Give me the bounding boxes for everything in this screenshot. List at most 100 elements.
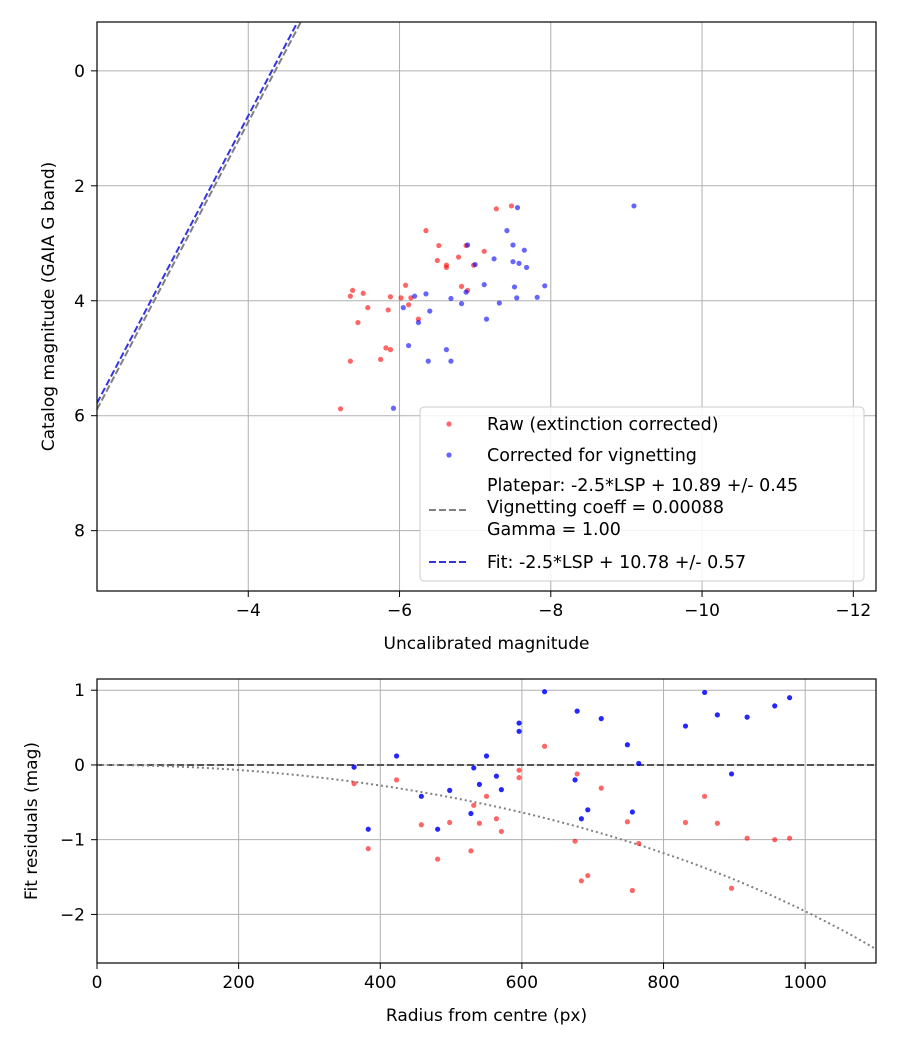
top-platepar-line	[97, 22, 303, 410]
corrected-residual-point	[744, 714, 750, 720]
raw-point	[493, 206, 499, 212]
corrected-point	[631, 203, 637, 209]
raw-point	[443, 262, 450, 268]
top-x-tick-label: −10	[684, 601, 720, 621]
raw-residual-point	[682, 819, 689, 826]
corrected-point	[504, 228, 510, 234]
bottom-x-tick-label: 400	[364, 973, 396, 993]
corrected-residual-point	[468, 810, 474, 817]
raw-residual-point	[516, 775, 522, 781]
raw-point	[423, 228, 429, 234]
corrected-residual-point	[498, 787, 504, 793]
raw-point	[434, 257, 440, 264]
top-x-tick-label: −4	[236, 601, 261, 621]
bottom-x-tick-label: 200	[222, 973, 254, 993]
raw-residual-point	[636, 840, 642, 847]
bottom-x-tick-label: 800	[647, 973, 679, 993]
corrected-point	[523, 264, 530, 271]
top-y-tick-label: 6	[74, 407, 85, 427]
top-scatter-points	[337, 203, 637, 412]
legend-raw-label: Raw (extinction corrected)	[487, 415, 719, 435]
corrected-residual-point	[493, 773, 500, 779]
raw-residual-point	[541, 743, 548, 749]
raw-residual-point	[468, 848, 474, 854]
raw-residual-point	[572, 838, 578, 844]
raw-point	[385, 307, 391, 313]
raw-residual-point	[714, 820, 720, 826]
corrected-residual-point	[682, 723, 689, 729]
raw-point	[387, 294, 394, 300]
corrected-point	[448, 295, 454, 302]
raw-point	[378, 356, 384, 362]
raw-residual-point	[578, 878, 584, 884]
raw-residual-point	[471, 802, 477, 808]
corrected-point	[443, 347, 450, 353]
raw-point	[387, 347, 394, 353]
corrected-residual-point	[636, 760, 642, 767]
corrected-residual-point	[728, 771, 735, 777]
corrected-residual-point	[572, 777, 578, 783]
top-x-axis-label: Uncalibrated magnitude	[384, 634, 590, 654]
raw-residual-point	[624, 819, 631, 825]
corrected-residual-point	[435, 826, 441, 832]
corrected-residual-point	[541, 689, 548, 695]
corrected-point	[427, 308, 433, 314]
bottom-y-tick-label: 0	[74, 756, 85, 776]
corrected-point	[448, 358, 454, 364]
corrected-point	[511, 284, 518, 290]
top-fit-lines	[97, 22, 303, 410]
corrected-point	[514, 295, 520, 301]
bottom-reference-lines	[97, 763, 876, 950]
bottom-y-tick-label: 1	[74, 681, 85, 701]
corrected-point	[400, 305, 406, 311]
corrected-point	[463, 289, 469, 295]
corrected-residual-point	[483, 753, 490, 759]
raw-residual-point	[787, 835, 793, 841]
corrected-point	[390, 405, 397, 411]
top-panel: −4 −6 −8 −10 −12 0 2 4 6 8 Uncalibrated magnitude…	[39, 21, 877, 654]
raw-point	[355, 319, 361, 326]
raw-residual-point	[393, 777, 400, 783]
top-y-tick-label: 2	[74, 177, 85, 197]
corrected-residual-point	[393, 753, 400, 759]
legend: Raw (extinction corrected) Corrected for…	[419, 406, 865, 582]
legend-box	[419, 406, 865, 582]
raw-point	[383, 345, 389, 351]
raw-point	[347, 358, 353, 364]
corrected-residual-point	[471, 765, 477, 771]
raw-point	[402, 282, 409, 288]
raw-point	[365, 305, 371, 311]
bottom-y-axis-label: Fit residuals (mag)	[22, 742, 42, 900]
raw-point	[406, 302, 412, 308]
corrected-residual-point	[772, 703, 778, 709]
raw-point	[398, 295, 404, 301]
corrected-residual-point	[476, 781, 483, 787]
corrected-residual-point	[447, 787, 453, 793]
bottom-scatter-points	[351, 689, 793, 894]
raw-point	[436, 242, 442, 249]
raw-residual-point	[744, 835, 750, 841]
corrected-point	[415, 319, 422, 326]
bottom-x-tick-label: 0	[92, 973, 103, 993]
raw-point	[508, 203, 515, 209]
corrected-residual-point	[624, 742, 631, 748]
legend-corrected-label: Corrected for vignetting	[487, 446, 697, 466]
raw-residual-point	[447, 819, 453, 826]
bottom-ticks: 0 200 400 600 800 1000 1 0 −1 −2	[60, 681, 827, 993]
corrected-point	[483, 316, 490, 322]
raw-residual-point	[702, 793, 708, 799]
corrected-residual-point	[629, 809, 635, 815]
legend-fit-label: Fit: -2.5*LSP + 10.78 +/- 0.57	[487, 553, 746, 573]
corrected-residual-point	[516, 720, 522, 726]
legend-platepar-label: Platepar: -2.5*LSP + 10.89 +/- 0.45 Vign…	[487, 476, 804, 540]
bottom-x-tick-label: 600	[506, 973, 538, 993]
top-x-tick-label: −8	[538, 601, 563, 621]
top-ticks: −4 −6 −8 −10 −12 0 2 4 6 8	[74, 62, 871, 621]
raw-residual-point	[498, 828, 504, 835]
corrected-point	[412, 293, 418, 299]
raw-residual-point	[483, 793, 490, 799]
corrected-point	[472, 261, 478, 268]
top-y-tick-label: 8	[74, 522, 85, 542]
corrected-point	[542, 283, 548, 289]
